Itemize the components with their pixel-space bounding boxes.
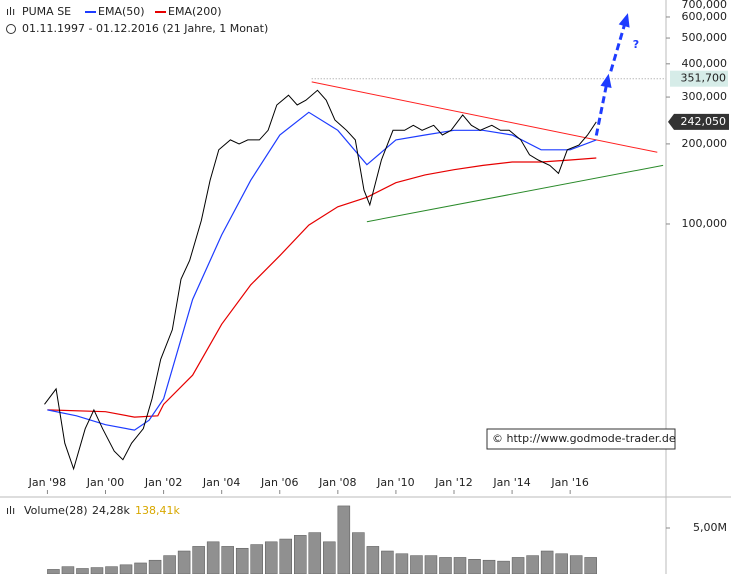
volume-title: Volume(28): [24, 504, 88, 517]
arrow-head: [600, 73, 612, 88]
ema-line: [47, 111, 597, 431]
legend-entry: EMA(50): [98, 5, 145, 18]
x-tick-label: Jan '14: [492, 476, 530, 489]
icon: ılı: [6, 504, 15, 517]
x-tick-label: Jan '98: [28, 476, 66, 489]
reference-badge: [670, 70, 728, 87]
volume-bar: [366, 546, 380, 574]
volume-bar: [308, 532, 322, 574]
arrow-head: [618, 13, 630, 28]
copyright-frame: [486, 428, 676, 450]
last-price-badge: [668, 113, 729, 130]
volume-bar: [294, 535, 307, 574]
x-tick-label: Jan '16: [550, 476, 588, 489]
copyright-box: © http://www.godmode-trader.de: [486, 428, 676, 450]
volume-bar: [250, 544, 263, 574]
volume-bar: [148, 559, 162, 574]
volume-bar: [337, 505, 351, 574]
volume-bar: [206, 541, 220, 574]
volume-bar: [540, 550, 554, 574]
price-line: [44, 89, 597, 471]
volume-bar: [352, 532, 365, 574]
volume-bar: [221, 546, 234, 574]
x-tick-label: Jan '00: [86, 476, 124, 489]
chart-subtitle: 01.11.1997 - 01.12.2016 (21 Jahre, 1 Mon…: [22, 22, 268, 35]
volume-bar: [235, 547, 249, 574]
chart-title: PUMA SE: [22, 5, 71, 18]
volume-bar: [279, 538, 293, 574]
volume-bar: [497, 560, 510, 574]
volume-bar: [61, 566, 75, 574]
volume-bar: [468, 559, 481, 574]
clock-icon: [6, 24, 16, 34]
volume-bar: [90, 567, 104, 574]
volume-bar: [424, 555, 438, 574]
reference-label: 351,700: [681, 72, 727, 85]
x-tick-label: Jan '02: [144, 476, 182, 489]
trendline: [366, 164, 664, 223]
volume-bar: [482, 559, 496, 574]
volume-bar: [555, 553, 568, 574]
last-price-label: 242,050: [681, 115, 727, 128]
copyright: © http://www.godmode-trader.de: [492, 432, 676, 445]
volume-bar: [569, 555, 583, 574]
y-tick-label: 400,000: [682, 57, 728, 70]
volume-bar: [192, 546, 205, 574]
volume-header: ılı Volume(28) 24,28k 138,41k: [6, 504, 180, 517]
ema-line: [47, 157, 597, 418]
x-tick-label: Jan '10: [376, 476, 414, 489]
x-tick-label: Jan '06: [260, 476, 298, 489]
y-tick-label: 5,00M: [693, 521, 727, 534]
trendline: [311, 81, 658, 153]
x-tick-label: Jan '12: [434, 476, 472, 489]
volume-info: 24,28k: [92, 504, 130, 517]
volume-bar: [323, 541, 336, 574]
volume-bar: [105, 566, 118, 574]
volume-bar: [119, 564, 133, 574]
volume-bar: [395, 553, 409, 574]
y-tick-label: 200,000: [682, 137, 728, 150]
forecast-arrow: [609, 16, 629, 72]
volume-bar: [439, 557, 452, 574]
volume-bar: [264, 541, 278, 574]
volume-info: 138,41k: [135, 504, 180, 517]
y-tick-label: 600,000: [682, 10, 728, 23]
x-tick-label: Jan '08: [318, 476, 356, 489]
legend-entry: EMA(200): [168, 5, 222, 18]
volume-bar: [410, 555, 423, 574]
y-tick-label: 100,000: [682, 217, 728, 230]
icon: ılı: [6, 5, 15, 18]
volume-bar: [177, 550, 191, 574]
y-tick-label: 700,000: [682, 0, 728, 11]
volume-bar: [526, 555, 539, 574]
volume-bar: [163, 555, 176, 574]
volume-bar: [76, 568, 89, 574]
volume-bar: [134, 562, 147, 574]
volume-bar: [584, 557, 597, 574]
forecast-arrow: [594, 77, 610, 136]
volume-bar: [453, 557, 467, 574]
volume-bar: [47, 569, 60, 574]
x-tick-label: Jan '04: [202, 476, 240, 489]
volume-bar: [511, 557, 525, 574]
header: ılı PUMA SE EMA(50) EMA(200) 01.11.1997 …: [6, 5, 268, 35]
volume-bar: [381, 550, 394, 574]
y-tick-label: 500,000: [682, 31, 728, 44]
arrow-note: ?: [633, 38, 639, 51]
y-tick-label: 300,000: [682, 90, 728, 103]
